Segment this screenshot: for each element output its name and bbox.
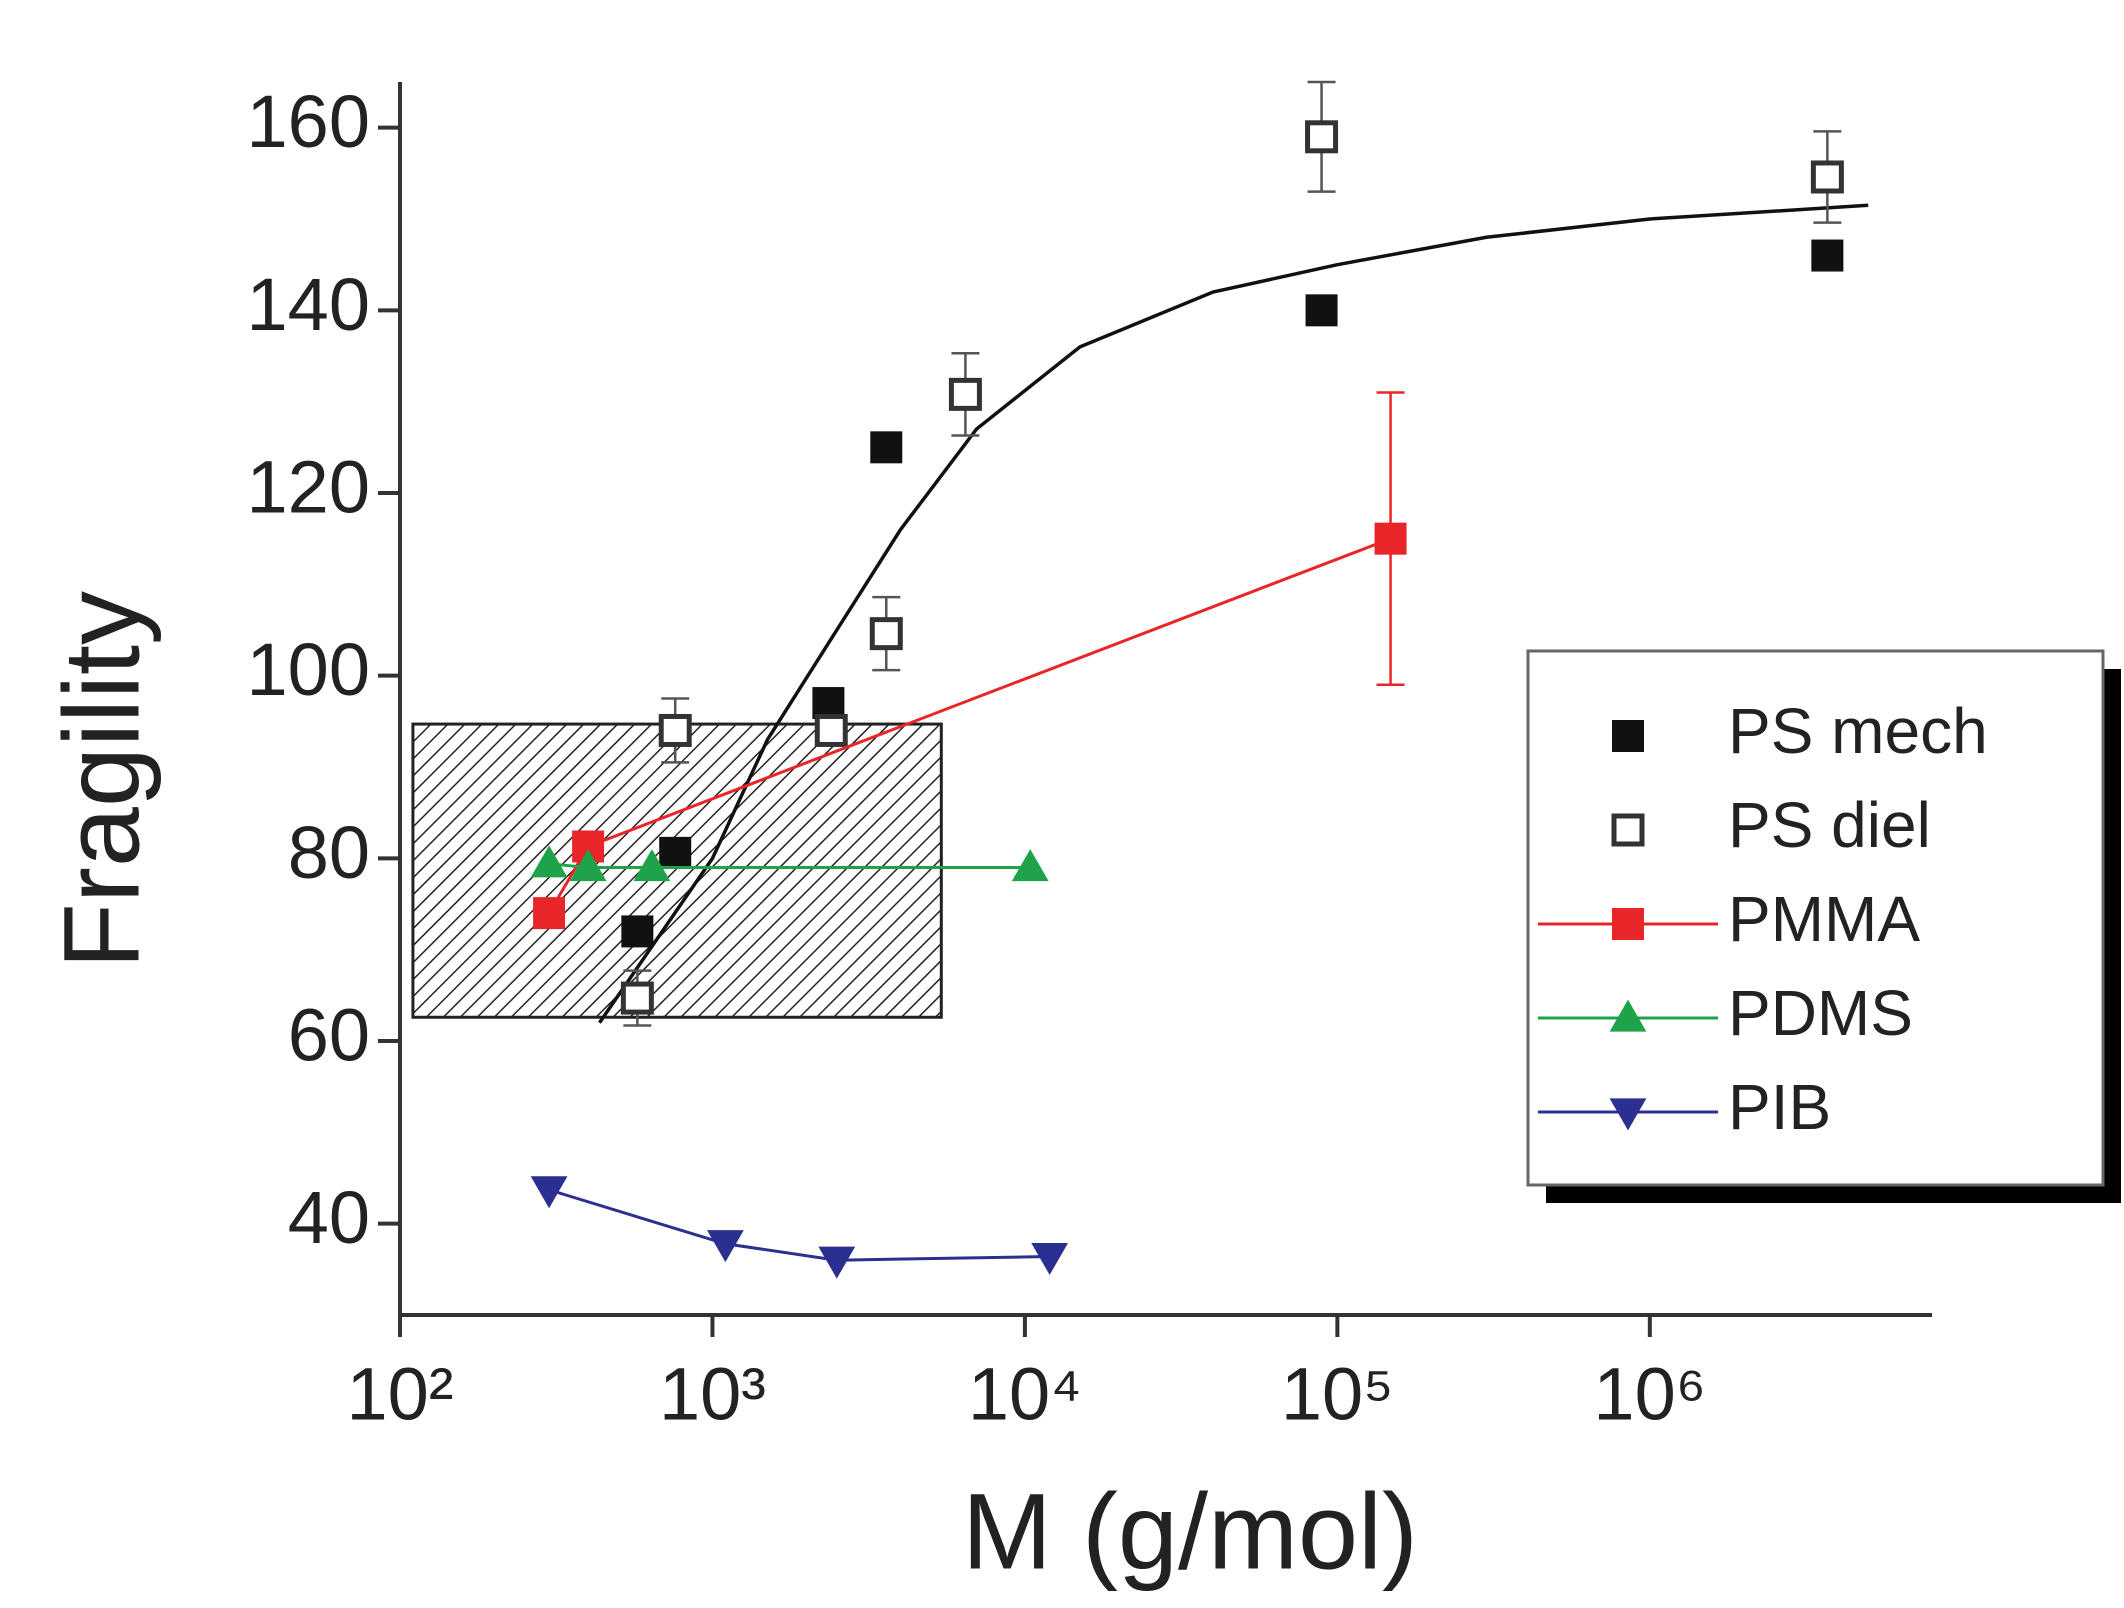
- y-tick-label: 120: [247, 446, 370, 529]
- marker: [814, 713, 848, 747]
- marker: [658, 713, 692, 747]
- x-tick-label: 10⁴: [968, 1353, 1082, 1436]
- marker: [620, 981, 654, 1015]
- marker: [1305, 120, 1339, 154]
- marker: [1612, 720, 1644, 752]
- marker: [1611, 813, 1645, 847]
- legend-label: PS diel: [1728, 789, 1931, 861]
- legend-label: PS mech: [1728, 695, 1988, 767]
- marker: [1374, 522, 1407, 555]
- marker: [870, 431, 903, 464]
- marker: [869, 617, 903, 651]
- marker: [1031, 1242, 1069, 1275]
- legend-label: PIB: [1728, 1071, 1831, 1143]
- series-line: [548, 862, 1031, 869]
- y-tick-label: 160: [247, 80, 370, 163]
- marker: [1810, 160, 1844, 194]
- fit-curve: [598, 203, 1869, 1024]
- marker: [706, 1230, 744, 1263]
- marker: [659, 836, 692, 869]
- series-line: [548, 1188, 1050, 1262]
- y-tick-label: 60: [288, 994, 370, 1077]
- y-tick-label: 140: [247, 263, 370, 346]
- legend: PS mech PS diel PMMA PDMS PIB: [1526, 649, 2105, 1187]
- marker: [530, 1176, 568, 1209]
- y-tick-label: 80: [288, 811, 370, 894]
- marker: [948, 377, 982, 411]
- y-axis-title: Fragility: [41, 591, 162, 969]
- y-tick-label: 40: [288, 1176, 370, 1259]
- shaded-region: [411, 722, 943, 1019]
- marker: [1609, 1098, 1647, 1131]
- x-tick-label: 10⁶: [1593, 1353, 1706, 1436]
- marker: [633, 849, 671, 882]
- marker: [569, 849, 607, 882]
- x-tick-label: 10³: [659, 1353, 766, 1436]
- marker: [1609, 999, 1647, 1032]
- x-tick-label: 10⁵: [1281, 1353, 1394, 1436]
- marker: [1305, 294, 1338, 327]
- marker: [1612, 908, 1644, 940]
- y-tick-label: 100: [247, 628, 370, 711]
- marker: [530, 845, 568, 878]
- marker: [1011, 849, 1049, 882]
- x-axis-title: M (g/mol): [962, 1471, 1418, 1592]
- legend-label: PMMA: [1728, 883, 1920, 955]
- x-tick-label: 10²: [347, 1353, 454, 1436]
- marker: [621, 915, 654, 948]
- marker: [818, 1246, 856, 1279]
- marker: [1811, 239, 1844, 272]
- legend-label: PDMS: [1728, 977, 1913, 1049]
- marker: [533, 897, 566, 930]
- marker: [812, 687, 845, 720]
